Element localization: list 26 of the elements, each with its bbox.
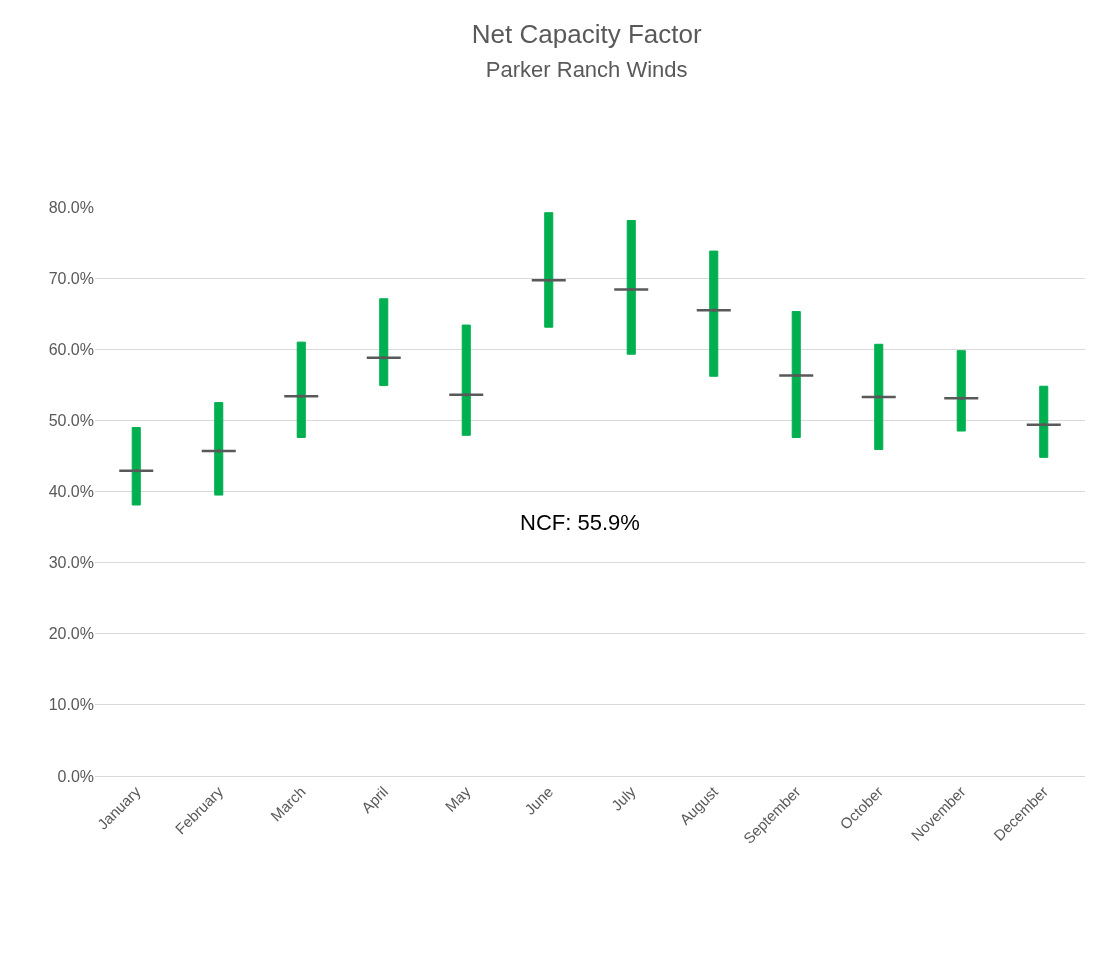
point — [547, 278, 551, 282]
y-tick-label: 80.0% — [48, 198, 94, 216]
annotation: NCF: 55.9% — [520, 510, 640, 535]
point — [794, 374, 798, 378]
point — [629, 288, 633, 292]
y-tick-label: 50.0% — [48, 411, 94, 429]
y-tick-label: 0.0% — [57, 767, 94, 785]
point — [382, 356, 386, 360]
y-tick-label: 10.0% — [48, 696, 94, 714]
point — [299, 394, 303, 398]
point — [217, 449, 221, 453]
chart-subtitle: Parker Ranch Winds — [485, 56, 688, 82]
point — [877, 395, 881, 399]
y-tick-label: 40.0% — [48, 483, 94, 501]
y-tick-label: 70.0% — [48, 269, 94, 287]
x-tick-label: May — [441, 782, 475, 815]
chart-title: Net Capacity Factor — [471, 19, 702, 50]
point — [712, 308, 716, 312]
point — [134, 469, 138, 473]
y-tick-label: 30.0% — [48, 554, 94, 572]
point — [959, 396, 963, 400]
point — [1042, 423, 1046, 427]
y-tick-label: 60.0% — [48, 340, 94, 358]
point — [464, 393, 468, 397]
y-tick-label: 20.0% — [48, 625, 94, 643]
x-tick-label: July — [607, 782, 640, 814]
